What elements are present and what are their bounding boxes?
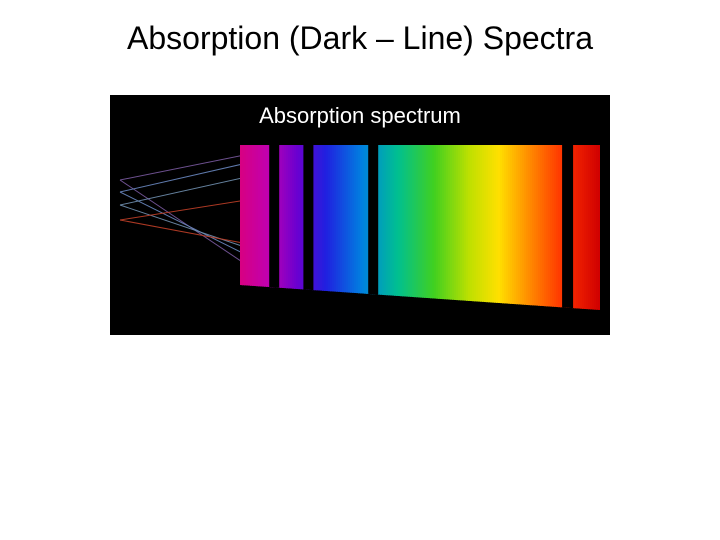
spectrum-diagram (110, 95, 610, 335)
absorption-line (269, 145, 279, 288)
absorption-line (368, 145, 378, 295)
page-title: Absorption (Dark – Line) Spectra (0, 20, 720, 57)
figure-title: Absorption spectrum (110, 103, 610, 129)
absorption-line (562, 145, 573, 308)
absorption-spectrum-figure: Absorption spectrum (110, 95, 610, 335)
absorption-line (303, 145, 313, 290)
slide: Absorption (Dark – Line) Spectra Absorpt… (0, 0, 720, 540)
